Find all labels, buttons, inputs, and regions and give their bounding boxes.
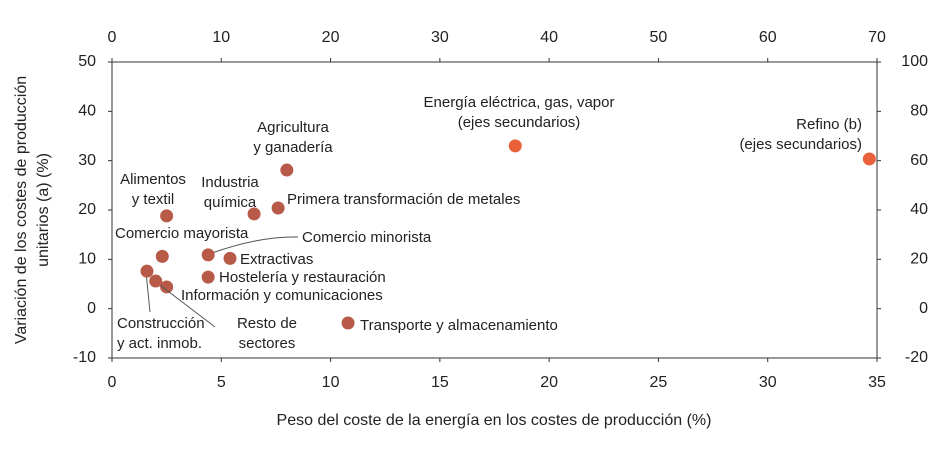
point-label: Primera transformación de metales	[287, 191, 520, 208]
leader-line	[155, 281, 216, 328]
point	[160, 209, 174, 223]
tick-label: 50	[78, 53, 96, 70]
point-label: (ejes secundarios)	[458, 114, 581, 131]
tick-label: 40	[910, 201, 928, 218]
point-label: química	[204, 194, 257, 211]
point-label: Agricultura	[257, 119, 329, 136]
point-label: Industria	[201, 174, 259, 191]
point-label: Extractivas	[240, 251, 313, 268]
tick-label: 80	[910, 103, 928, 120]
tick-label: -10	[73, 349, 96, 366]
point-label: Hostelería y restauración	[219, 269, 386, 286]
tick-label: 0	[108, 374, 117, 391]
tick-label: 20	[78, 201, 96, 218]
tick-label: 60	[910, 152, 928, 169]
tick-label: 10	[322, 374, 340, 391]
tick-label: 0	[87, 300, 96, 317]
point	[862, 152, 876, 166]
point-label: y act. inmob.	[117, 335, 202, 352]
point	[149, 274, 163, 288]
tick-label: 30	[759, 374, 777, 391]
tick-label: -20	[905, 349, 928, 366]
point	[271, 201, 285, 215]
point	[201, 248, 215, 262]
x-axis-title: Peso del coste de la energía en los cost…	[277, 412, 712, 429]
leader-line	[211, 236, 299, 254]
point-label: Información y comunicaciones	[181, 287, 383, 304]
tick-label: 50	[650, 29, 668, 46]
point	[140, 264, 154, 278]
point	[508, 139, 522, 153]
tick-label: 25	[650, 374, 668, 391]
point-label: y textil	[132, 191, 175, 208]
point-label: (ejes secundarios)	[739, 136, 862, 153]
tick-label: 10	[78, 251, 96, 268]
point-label: Comercio mayorista	[115, 225, 249, 242]
tick-label: 0	[919, 300, 928, 317]
point-label: Comercio minorista	[302, 229, 432, 246]
tick-label: 35	[868, 374, 886, 391]
tick-label: 10	[212, 29, 230, 46]
tick-label: 40	[78, 103, 96, 120]
tick-label: 5	[217, 374, 226, 391]
point	[247, 207, 261, 221]
y-axis-title: unitarios (a) (%)	[35, 153, 52, 267]
tick-label: 60	[759, 29, 777, 46]
tick-label: 20	[322, 29, 340, 46]
point	[155, 249, 169, 263]
tick-label: 70	[868, 29, 886, 46]
point	[280, 163, 294, 177]
tick-label: 30	[78, 152, 96, 169]
tick-label: 20	[540, 374, 558, 391]
leader-line	[145, 271, 151, 313]
tick-label: 100	[901, 53, 928, 70]
point-label: Transporte y almacenamiento	[360, 317, 558, 334]
point-label: Refino (b)	[796, 116, 862, 133]
tick-label: 20	[910, 251, 928, 268]
point-label: Energía eléctrica, gas, vapor	[424, 94, 615, 111]
point	[223, 251, 237, 265]
point-label: Alimentos	[120, 171, 186, 188]
point-label: Resto de	[237, 315, 297, 332]
point	[341, 316, 355, 330]
point-label: y ganadería	[253, 139, 333, 156]
tick-label: 0	[108, 29, 117, 46]
point	[201, 270, 215, 284]
point-label: sectores	[239, 335, 296, 352]
point	[160, 280, 174, 294]
y-axis-title: Variación de los costes de producción	[13, 76, 30, 344]
tick-label: 30	[431, 29, 449, 46]
point-label: Construcción	[117, 315, 205, 332]
tick-label: 40	[540, 29, 558, 46]
tick-label: 15	[431, 374, 449, 391]
